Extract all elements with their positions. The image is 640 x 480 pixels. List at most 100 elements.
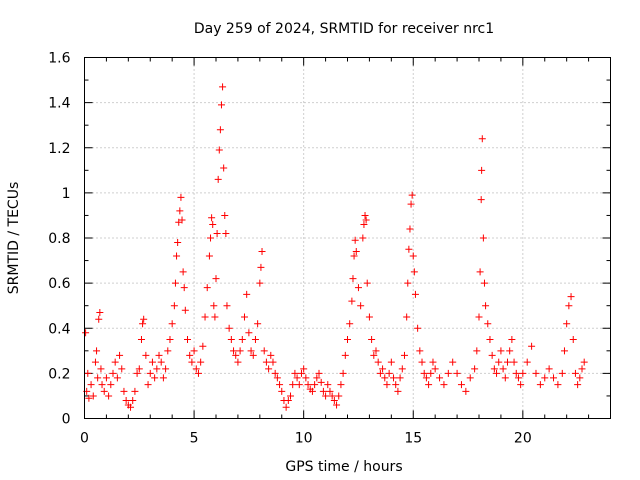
data-point (302, 374, 310, 382)
data-point (197, 358, 205, 366)
data-point (506, 347, 514, 355)
data-point (429, 358, 437, 366)
data-point (159, 374, 167, 382)
data-point (431, 365, 439, 373)
data-point (409, 252, 417, 260)
data-point (351, 236, 359, 244)
data-point (127, 403, 135, 411)
data-point (120, 387, 128, 395)
data-point (414, 324, 422, 332)
data-point (284, 396, 292, 404)
data-point (436, 374, 444, 382)
data-point (383, 381, 391, 389)
data-point (517, 381, 525, 389)
data-point (405, 245, 413, 253)
data-point (348, 297, 356, 305)
data-point (199, 342, 207, 350)
data-point (554, 381, 562, 389)
data-point (188, 358, 196, 366)
data-point (148, 358, 156, 366)
data-point (257, 263, 265, 271)
data-point (243, 290, 251, 298)
data-point (276, 381, 284, 389)
data-point (457, 381, 465, 389)
data-point (111, 358, 119, 366)
data-point (565, 302, 573, 310)
data-point (178, 216, 186, 224)
data-point (212, 275, 220, 283)
data-point (403, 313, 411, 321)
data-point (179, 268, 187, 276)
data-point (523, 358, 531, 366)
data-point (510, 358, 518, 366)
data-point (482, 302, 490, 310)
data-point (480, 279, 488, 287)
data-point (215, 146, 223, 154)
data-point (216, 126, 224, 134)
data-point (236, 347, 244, 355)
data-point (168, 320, 176, 328)
data-point (563, 320, 571, 328)
data-point (387, 358, 395, 366)
data-point (308, 387, 316, 395)
y-tick-label: 1 (62, 186, 71, 202)
y-tick-label: 1.4 (48, 96, 70, 112)
data-point (477, 196, 485, 204)
data-point (376, 369, 384, 377)
data-point (295, 381, 303, 389)
data-point (396, 374, 404, 382)
data-point (394, 387, 402, 395)
data-point (466, 374, 474, 382)
data-point (208, 214, 216, 222)
data-point (315, 369, 323, 377)
data-point (501, 374, 509, 382)
data-point (328, 392, 336, 400)
plot-frame (84, 57, 611, 419)
data-point (234, 358, 242, 366)
data-point (420, 369, 428, 377)
data-point (363, 279, 371, 287)
x-axis-label: GPS time / hours (285, 459, 402, 475)
data-point (361, 211, 369, 219)
data-point (170, 302, 178, 310)
data-point (372, 347, 380, 355)
data-point (411, 290, 419, 298)
data-point (107, 381, 115, 389)
y-tick-label: 0.4 (48, 321, 70, 337)
data-point (354, 284, 362, 292)
data-point (440, 381, 448, 389)
data-point (528, 342, 536, 350)
x-tick-label: 5 (190, 431, 199, 447)
data-point (580, 358, 588, 366)
data-point (265, 365, 273, 373)
y-tick-label: 0.6 (48, 276, 70, 292)
data-point (176, 207, 184, 215)
data-point (278, 387, 286, 395)
data-point (337, 381, 345, 389)
data-point (87, 381, 95, 389)
data-point (122, 396, 130, 404)
x-tick-label: 20 (514, 431, 532, 447)
data-point (410, 268, 418, 276)
data-point (109, 369, 117, 377)
data-point (89, 392, 97, 400)
data-point (254, 320, 262, 328)
data-point (311, 381, 319, 389)
data-point (344, 336, 351, 344)
data-point (390, 374, 398, 382)
data-point (95, 315, 103, 323)
data-point (171, 279, 179, 287)
data-point (232, 351, 240, 359)
data-point (381, 374, 389, 382)
data-point (205, 252, 213, 260)
data-point (385, 369, 393, 377)
data-point (335, 392, 343, 400)
data-point (486, 336, 494, 344)
data-point (495, 358, 503, 366)
data-point (349, 275, 357, 283)
data-point (151, 374, 159, 382)
data-point (471, 365, 479, 373)
y-tick-label: 1.2 (48, 141, 70, 157)
data-point (217, 101, 225, 109)
data-point (140, 315, 148, 323)
